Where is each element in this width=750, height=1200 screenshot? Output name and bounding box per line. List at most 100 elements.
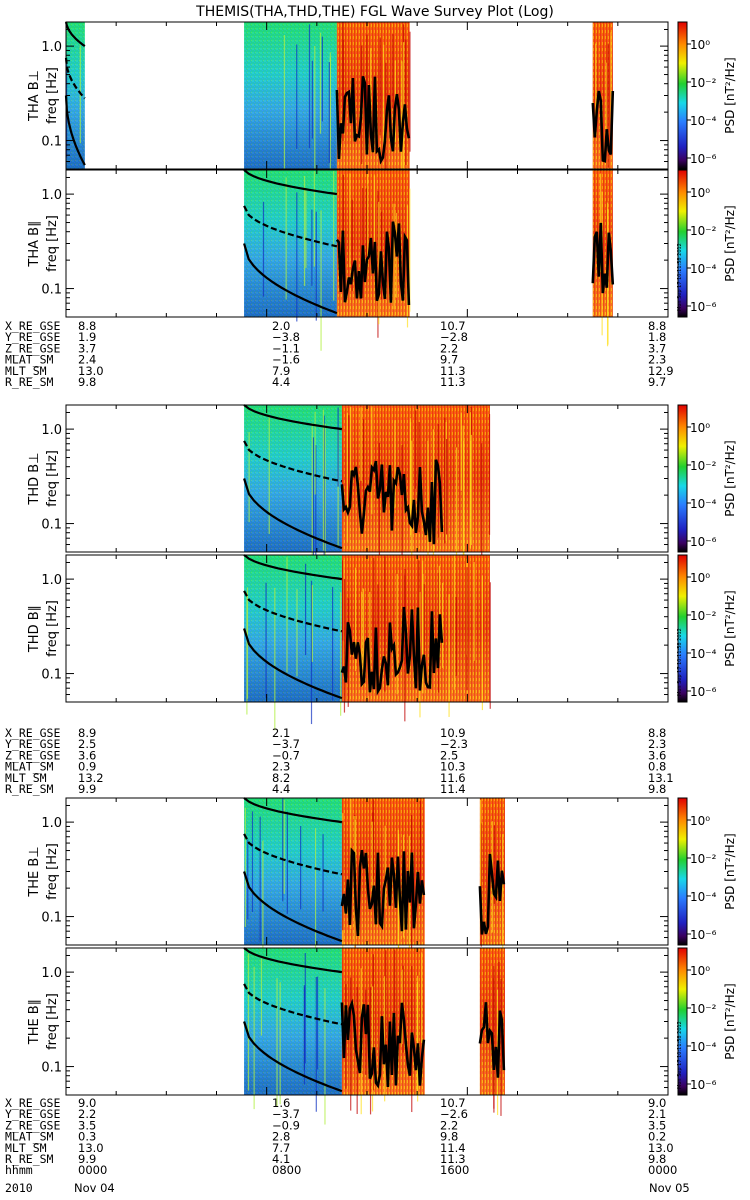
- ephemeris-value: 13.0: [78, 1141, 104, 1155]
- ephemeris-value: 1.6: [272, 1096, 290, 1110]
- psd-streak: [480, 799, 482, 925]
- ephemeris-table-tha: X_RE_GSE 8.8 2.0 10.7 8.8 Y_RE_GSE 1.9 −3.8 −2.8…: [5, 319, 674, 389]
- spectrogram-panel-the-bpar: 1.0 0.1 THE B∥ freq [Hz] 10⁰ 10⁻² 10⁻⁴ 10⁻⁶ PSD …: [27, 947, 737, 1125]
- ephemeris-label: MLAT_SM: [5, 353, 54, 367]
- ephemeris-value: 4.4: [272, 782, 290, 796]
- colorbar-tick-label: 10⁻⁶: [690, 152, 717, 166]
- ephemeris-value: 3.6: [78, 748, 96, 762]
- cyclotron-curve: [243, 1021, 343, 1093]
- ephemeris-label: R_RE_SM: [5, 782, 54, 796]
- psd-streak: [310, 580, 313, 725]
- psd-streak: [337, 407, 339, 487]
- timestamp-stamp: Mon Sep 17 10:11:58 2012: [677, 628, 683, 696]
- psd-streak: [366, 174, 369, 265]
- psd-streak: [316, 976, 319, 1070]
- ephemeris-value: 8.2: [272, 771, 290, 785]
- psd-streak: [401, 445, 403, 578]
- ephemeris-value: 3.5: [78, 1118, 96, 1132]
- psd-streak: [405, 39, 407, 166]
- ephemeris-value: 8.9: [78, 726, 96, 740]
- psd-streak: [377, 191, 379, 338]
- ephemeris-value: 4.4: [272, 375, 290, 389]
- ephemeris-value: 13.0: [78, 364, 104, 378]
- y-tick-label: 0.1: [41, 911, 62, 926]
- psd-streak: [347, 598, 349, 707]
- colorbar-tick-label: 10⁻⁴: [690, 497, 717, 511]
- colorbar: [677, 404, 688, 553]
- colorbar-tick-label: 10⁻²: [690, 76, 717, 90]
- psd-streak: [350, 977, 352, 1111]
- colorbar-tick-label: 10⁰: [690, 38, 710, 52]
- ephemeris-label: X_RE_GSE: [5, 319, 60, 333]
- psd-streak: [322, 834, 324, 912]
- psd-streak: [300, 825, 302, 910]
- psd-streak: [311, 422, 313, 555]
- psd-streak: [342, 820, 344, 931]
- ephemeris-label: Z_RE_GSE: [5, 341, 60, 355]
- y-tick-label: 0.1: [41, 518, 62, 533]
- psd-streak: [313, 171, 315, 267]
- psd-streak: [346, 412, 349, 542]
- timestamp-stamp: Mon Sep 17 10:11:58 2012: [677, 1021, 683, 1089]
- ephemeris-value: −1.1: [272, 341, 300, 355]
- panel-probe-label: THA B∥: [27, 220, 42, 267]
- psd-streak: [305, 188, 307, 268]
- date-year: 2010: [5, 1181, 33, 1195]
- psd-streak: [312, 437, 315, 555]
- ephemeris-value: 3.5: [648, 1118, 666, 1132]
- ephemeris-value: 13.0: [648, 1141, 674, 1155]
- psd-streak: [415, 410, 417, 489]
- psd-streak: [304, 952, 306, 1064]
- psd-streak: [361, 591, 363, 667]
- psd-streak: [373, 175, 376, 265]
- psd-streak: [605, 62, 607, 138]
- psd-streak: [373, 557, 375, 679]
- psd-streak: [466, 567, 468, 691]
- psd-streak: [282, 798, 284, 902]
- panel-probe-label: THD B∥: [27, 605, 42, 653]
- psd-streak: [333, 171, 335, 301]
- psd-streak: [446, 439, 448, 535]
- colorbar-tick-label: 10⁰: [690, 814, 710, 828]
- psd-streak: [296, 192, 298, 322]
- psd-streak: [321, 36, 323, 122]
- ephemeris-value: −2.6: [440, 1107, 468, 1121]
- psd-streak: [366, 34, 368, 135]
- psd-streak: [383, 44, 385, 156]
- psd-streak: [285, 177, 287, 300]
- psd-streak: [378, 442, 380, 577]
- ephemeris-label: R_RE_SM: [5, 1152, 54, 1166]
- colorbar-tick-label: 10⁻⁶: [690, 1078, 717, 1092]
- colorbar: [677, 21, 688, 170]
- psd-streak: [394, 420, 396, 509]
- psd-streak: [438, 565, 440, 658]
- ephemeris-value: 3.7: [78, 341, 96, 355]
- psd-streak: [362, 419, 365, 529]
- psd-streak: [274, 587, 276, 731]
- ephemeris-label: Y_RE_GSE: [5, 330, 60, 344]
- psd-streak: [493, 825, 495, 904]
- psd-streak: [342, 22, 344, 141]
- colorbar-tick-label: 10⁻⁴: [690, 114, 717, 128]
- psd-streak: [296, 589, 298, 677]
- panel-freq-label: freq [Hz]: [45, 215, 60, 272]
- cyclotron-curve: [243, 833, 343, 876]
- psd-streak: [462, 425, 464, 558]
- psd-streak: [404, 575, 406, 722]
- psd-streak: [342, 174, 344, 255]
- ephemeris-label: hhmm: [5, 1163, 33, 1177]
- ephemeris-value: 2.4: [78, 353, 96, 367]
- ephemeris-value: 9.9: [78, 1152, 96, 1166]
- psd-streak: [350, 406, 352, 488]
- psd-streak: [369, 987, 372, 1115]
- cyclotron-curve: [243, 797, 343, 824]
- cyclotron-trace: [340, 998, 426, 1089]
- colorbar-label: PSD [nT²/Hz]: [723, 983, 737, 1059]
- y-tick-label: 0.1: [41, 1061, 62, 1076]
- panel-probe-label: THE B∥: [27, 999, 42, 1045]
- psd-streak: [328, 62, 330, 163]
- colorbar-tick-label: 10⁰: [690, 964, 710, 978]
- spectrogram-panel-thd-bpar: 1.0 0.1 THD B∥ freq [Hz] 10⁰ 10⁻² 10⁻⁴ 10⁻⁶ PSD …: [27, 554, 737, 731]
- ephemeris-value: 9.9: [78, 782, 96, 796]
- ephemeris-label: X_RE_GSE: [5, 726, 60, 740]
